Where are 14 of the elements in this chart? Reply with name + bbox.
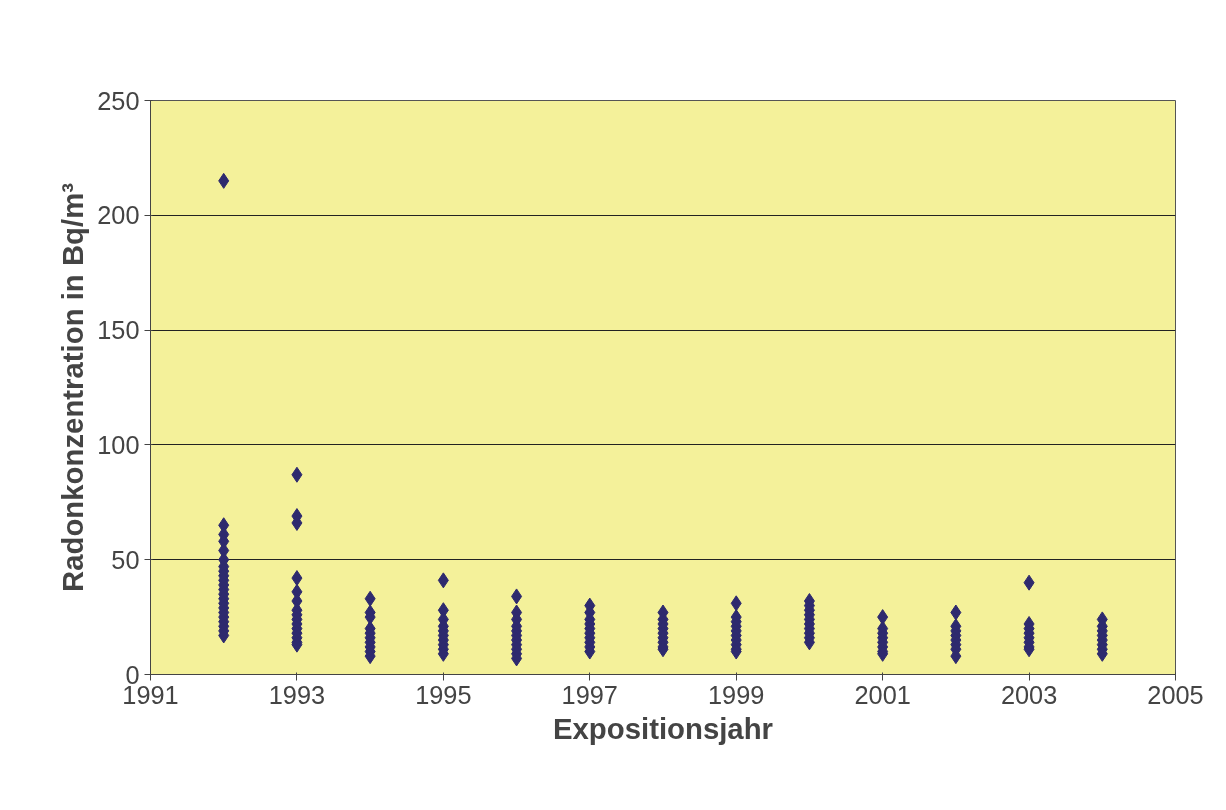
y-tick-label: 50 xyxy=(111,545,140,574)
x-tick-label: 2001 xyxy=(854,680,911,709)
x-tick-label: 2003 xyxy=(1000,680,1058,709)
x-tick-label: 1999 xyxy=(708,680,765,709)
x-axis-title: Expositionsjahr xyxy=(553,711,774,745)
y-tick-label: 150 xyxy=(97,316,140,345)
y-tick-label: 100 xyxy=(97,430,140,459)
y-tick-label: 250 xyxy=(97,86,140,115)
y-tick-label: 200 xyxy=(97,201,140,230)
x-tick-label: 2005 xyxy=(1147,680,1204,709)
x-tick-label: 1997 xyxy=(561,680,618,709)
x-tick-label: 1993 xyxy=(268,680,326,709)
y-axis-title: Radonkonzentration in Bq/m³ xyxy=(56,182,90,592)
x-tick-label: 1995 xyxy=(415,680,472,709)
